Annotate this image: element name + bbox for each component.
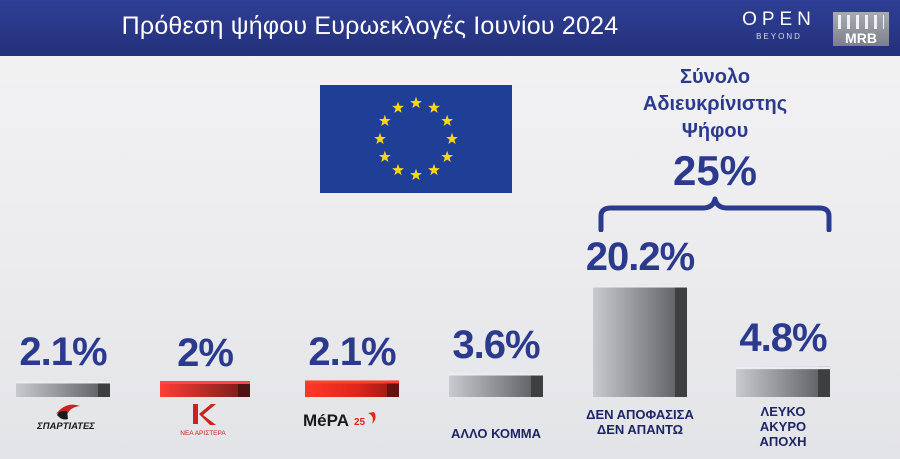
undecided-total-value: 25% [672,147,758,194]
bar [593,284,687,397]
bar-category-label: ΛΕΥΚΟ ΑΚΥΡΟ ΑΠΟΧΗ [713,404,853,449]
eu-flag-star-icon [446,132,458,145]
bar-category-label-line: ΑΚΥΡΟ [759,419,807,434]
mera25-swoosh-icon [368,412,376,424]
open-logo: OPEN [742,9,816,30]
eu-flag-star-icon [441,114,454,127]
bar-top-highlight [160,381,250,384]
bar-value-label: 20.2% [585,234,695,279]
bar-category-label: ΔΕΝ ΑΠΟΦΑΣΙΣΑ ΔΕΝ ΑΠΑΝΤΩ [570,407,710,437]
bar-value-label: 2.1% [308,330,396,375]
eu-flag-star-icon [374,132,386,145]
bar-top-highlight [16,380,110,384]
bar-side [98,380,110,397]
undecided-total-label-line: Ψήφου [681,120,749,142]
eu-flag-stars [374,96,458,181]
eu-flag [320,85,512,193]
eu-flag-star-icon [441,150,454,163]
mrb-logo-text: MRB [845,30,877,46]
bar-top-highlight [593,284,687,288]
bar-category-label-line: ΑΠΟΧΗ [759,434,807,449]
open-logo-tagline: BEYOND [756,32,802,41]
eu-flag-star-icon [378,150,391,163]
nea-aristera-logo-text: ΝΕΑ ΑΡΙΣΤΕΡΑ [180,430,226,437]
nea-aristera-k-arm-icon [199,404,216,425]
bar [305,380,399,397]
mera25-logo: MéPA 25 [303,411,376,430]
bar-value-label: 3.6% [452,322,540,367]
mera25-logo-text: MéPA [303,411,349,430]
undecided-total-label: Σύνολο Αδιευκρίνιστης Ψήφου [600,64,830,145]
bar-side [238,381,250,397]
eu-flag-star-icon [428,163,440,176]
bar-side [531,372,543,397]
eu-flag-star-icon [410,96,422,109]
mera25-logo-number: 25 [354,417,366,428]
spartiates-logo-text: ΣΠΑΡΤΙΑΤΕΣ [36,421,95,430]
undecided-total-label-line: Σύνολο [679,66,751,88]
bar-top-highlight [736,366,830,370]
bar [736,366,830,397]
mrb-logo-stripes [838,15,884,29]
bar-category-label: ΑΛΛΟ ΚΟΜΜΑ [426,426,566,441]
bar-category-label-line: ΔΕΝ ΑΠΟΦΑΣΙΣΑ [586,407,694,422]
bar [16,380,110,397]
brace-path [598,196,832,232]
bar-side [675,284,687,397]
eu-flag-star-icon [392,101,404,113]
nea-aristera-logo: ΝΕΑ ΑΡΙΣΤΕΡΑ [180,404,226,437]
header-bar: Πρόθεση ψήφου Ευρωεκλογές Ιουνίου 2024 O… [0,0,900,56]
eu-flag-star-icon [428,101,440,113]
bar-category-label-line: ΑΛΛΟ ΚΟΜΜΑ [450,426,542,441]
bar-value-label: 2% [177,331,234,375]
bar-value-label: 4.8% [739,316,827,361]
bar-top-highlight [305,380,399,384]
bar [449,372,543,397]
spartiates-logo: ΣΠΑΡΤΙΑΤΕΣ [36,404,95,430]
undecided-total-label-line: Αδιευκρίνιστης [642,93,788,115]
bar-side [818,366,830,397]
eu-flag-star-icon [392,163,404,176]
bar-top-highlight [449,372,543,376]
bar-category-label-line: ΛΕΥΚΟ [760,404,806,419]
undecided-brace [598,196,832,232]
nea-aristera-k-stem-icon [193,404,198,424]
spartiates-helmet-icon [57,410,68,420]
eu-flag-star-icon [410,168,422,181]
page-title: Πρόθεση ψήφου Ευρωεκλογές Ιουνίου 2024 [121,12,619,40]
bar-category-label-line: ΔΕΝ ΑΠΑΝΤΩ [596,422,684,437]
bar-value-label: 2.1% [19,330,107,375]
bar-side [387,380,399,397]
bar [160,381,250,397]
eu-flag-star-icon [378,114,391,127]
